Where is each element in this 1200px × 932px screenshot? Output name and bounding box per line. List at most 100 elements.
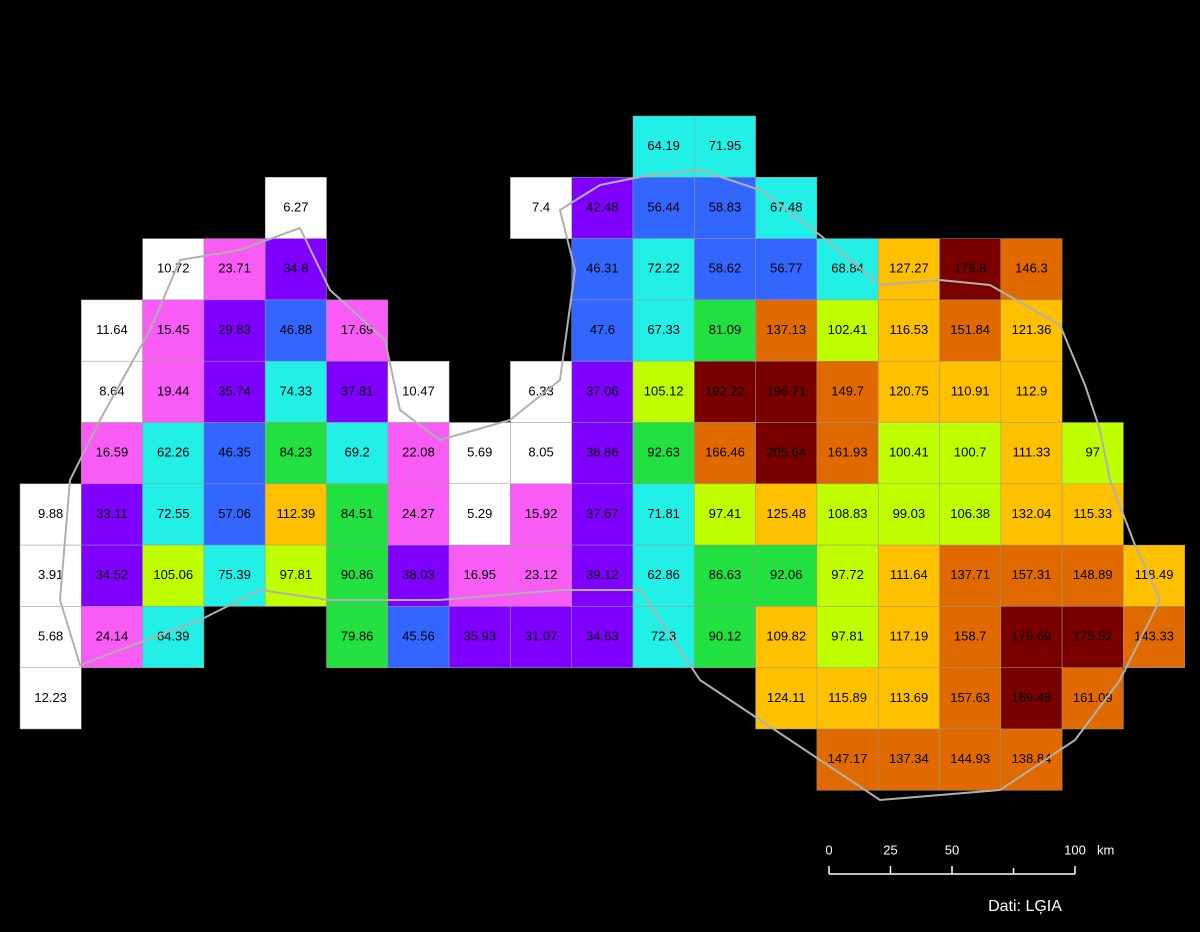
- grid-cell: [264, 238, 327, 301]
- grid-cell: [142, 238, 205, 301]
- cell-value: 37.81: [341, 383, 374, 398]
- cell-value: 175.52: [1073, 628, 1113, 643]
- cell-value: 23.71: [218, 261, 251, 276]
- grid-cell: [387, 606, 450, 668]
- cell-value: 12.23: [34, 690, 67, 705]
- cell-value: 147.17: [828, 751, 868, 766]
- scale-bar: 0 25 50 100 km: [825, 842, 1114, 875]
- cell-value: 90.12: [709, 628, 742, 643]
- grid-cell: [877, 544, 940, 607]
- grid-cell: [81, 299, 143, 362]
- cell-value: 102.41: [828, 322, 868, 337]
- grid-cell: [755, 606, 818, 668]
- cell-value: 34.8: [283, 261, 308, 276]
- grid-cell: [19, 544, 82, 607]
- cell-value: 38.03: [402, 567, 435, 582]
- cell-value: 42.48: [586, 199, 619, 214]
- cell-value: 69.2: [344, 445, 369, 460]
- cell-value: 8.05: [528, 445, 553, 460]
- cell-value: 71.95: [709, 138, 742, 153]
- grid-cell: [19, 667, 82, 730]
- grid-cell: [694, 544, 756, 607]
- cell-value: 58.83: [709, 199, 742, 214]
- cell-value: 72.22: [647, 261, 680, 276]
- cell-value: 112.9: [1016, 383, 1048, 398]
- cell-value: 166.46: [705, 445, 745, 460]
- grid-cell: [816, 606, 879, 668]
- grid-cell: [1000, 667, 1063, 730]
- grid-cell: [203, 238, 266, 301]
- cell-value: 97.41: [709, 506, 742, 521]
- grid-cell: [448, 606, 511, 668]
- cell-value: 157.63: [950, 690, 990, 705]
- grid-cell: [571, 238, 634, 301]
- grid-cell: [939, 360, 1002, 423]
- cell-value: 113.69: [889, 690, 928, 705]
- cell-value: 108.83: [828, 506, 868, 521]
- grid-cell: [877, 299, 940, 362]
- cell-value: 71.81: [647, 506, 680, 521]
- grid-cell: [448, 422, 511, 485]
- scale-label: 0: [825, 842, 832, 857]
- grid-cell: [939, 728, 1002, 791]
- grid-cell: [264, 544, 327, 607]
- grid-cell: [1000, 544, 1063, 607]
- cell-value: 6.33: [528, 383, 553, 398]
- grid-cell: [387, 360, 450, 423]
- cell-value: 137.34: [889, 751, 929, 766]
- grid-cell: [694, 606, 756, 668]
- cell-value: 36.86: [586, 445, 619, 460]
- cell-value: 111.33: [1013, 445, 1051, 460]
- grid-cell: [203, 544, 266, 607]
- cell-value: 151.84: [950, 322, 990, 337]
- cell-value: 179.69: [1012, 628, 1052, 643]
- cell-value: 125.48: [766, 506, 806, 521]
- grid-cell: [81, 360, 143, 423]
- grid-cell: [1000, 728, 1063, 791]
- grid-cell: [877, 728, 940, 791]
- cell-value: 121.36: [1012, 322, 1052, 337]
- cell-value: 84.51: [341, 506, 374, 521]
- grid-cell: [571, 360, 634, 423]
- cell-value: 105.06: [153, 567, 193, 582]
- grid-cell: [1000, 483, 1063, 546]
- cell-value: 120.75: [889, 383, 929, 398]
- cell-value: 149.7: [831, 383, 864, 398]
- grid-cell: [877, 360, 940, 423]
- grid-cell: [387, 483, 450, 546]
- grid-cell: [142, 422, 205, 485]
- cell-value: 72.3: [651, 628, 676, 643]
- cell-value: 16.95: [463, 567, 496, 582]
- grid-cell: [816, 544, 879, 607]
- grid-cell: [571, 606, 634, 668]
- cell-value: 116.53: [889, 322, 928, 337]
- grid-cell: [1123, 606, 1185, 668]
- cell-value: 34.52: [96, 567, 129, 582]
- grid-cell: [939, 606, 1002, 668]
- cell-value: 5.68: [38, 628, 63, 643]
- grid-cell: [510, 606, 572, 668]
- grid-cell: [632, 238, 695, 301]
- cell-value: 67.33: [647, 322, 680, 337]
- grid-cell: [755, 544, 818, 607]
- cell-value: 100.7: [954, 445, 987, 460]
- grid-cell: [81, 606, 143, 668]
- grid-cell: [203, 483, 266, 546]
- cell-value: 92.06: [770, 567, 803, 582]
- grid-cell: [326, 483, 389, 546]
- cell-value: 148.89: [1073, 567, 1113, 582]
- cell-value: 39.12: [586, 567, 619, 582]
- cell-value: 56.77: [770, 261, 803, 276]
- grid-cell: [877, 667, 940, 730]
- cell-value: 179.8: [954, 261, 987, 276]
- cell-value: 81.09: [709, 322, 742, 337]
- grid-cell: [142, 360, 205, 423]
- cell-value: 10.47: [402, 383, 435, 398]
- cell-value: 97.81: [280, 567, 313, 582]
- grid-cell: [632, 115, 695, 178]
- cell-value: 161.09: [1073, 690, 1113, 705]
- grid-cell: [448, 483, 511, 546]
- cell-value: 158.7: [954, 628, 987, 643]
- cell-value: 112.39: [276, 506, 315, 521]
